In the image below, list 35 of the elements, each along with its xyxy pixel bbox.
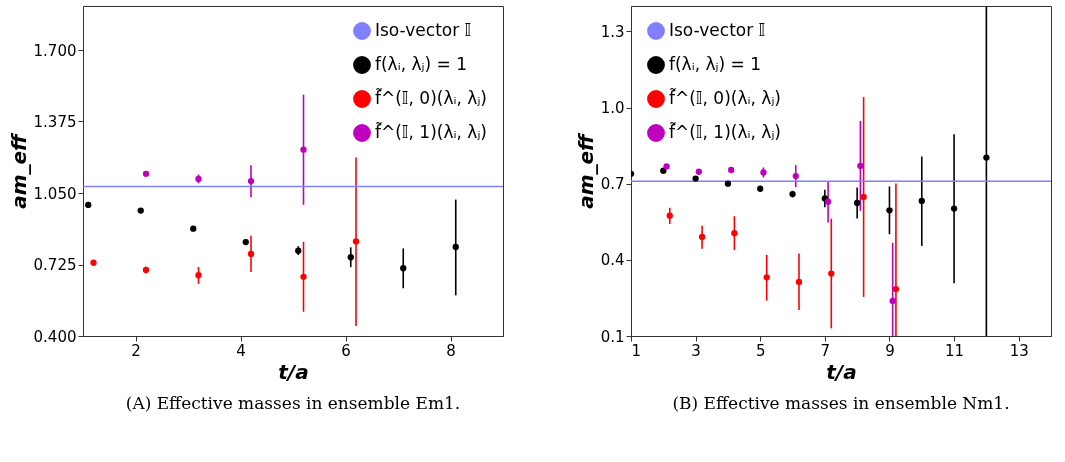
y-tick-label: 0.7 — [600, 175, 625, 194]
x-axis-title: t/a — [278, 359, 309, 384]
x-axis-title: t/a — [826, 359, 857, 384]
legend-label: Iso-vector 𝕀 — [669, 20, 766, 40]
x-tick-label: 6 — [341, 341, 351, 360]
x-tick-label: 1 — [631, 341, 642, 360]
y-tick-label: 1.3 — [600, 22, 625, 41]
x-tick-label: 7 — [820, 341, 831, 360]
legend-label: f(λᵢ, λⱼ) = 1 — [669, 54, 762, 74]
y-tick-label: 0.1 — [600, 327, 625, 346]
y-axis-title: am_eff — [6, 131, 31, 209]
x-tick-label: 9 — [885, 341, 895, 360]
text: (A) Effective masses in ensemble Em1. — [125, 393, 461, 413]
x-tick-label: 8 — [446, 341, 456, 360]
legend-label: f(λᵢ, λⱼ) = 1 — [375, 54, 468, 74]
legend-label: f̃^(𝕀, 1)(λᵢ, λⱼ) — [669, 121, 781, 142]
y-tick-label: 1.375 — [33, 113, 77, 131]
y-tick-label: 0.400 — [33, 327, 77, 346]
x-tick-label: 11 — [945, 341, 965, 360]
text: (B) Effective masses in ensemble Nm1. — [672, 393, 1010, 413]
x-tick-label: 5 — [755, 341, 766, 360]
legend-label: Iso-vector 𝕀 — [375, 20, 472, 40]
x-tick-label: 2 — [131, 341, 141, 360]
y-tick-label: 1.0 — [600, 99, 625, 118]
x-tick-label: 13 — [1009, 341, 1029, 360]
y-tick-label: 1.050 — [33, 184, 77, 203]
x-tick-label: 3 — [691, 341, 701, 360]
y-tick-label: 0.4 — [600, 251, 625, 270]
legend-label: f̃^(𝕀, 1)(λᵢ, λⱼ) — [375, 121, 487, 142]
legend-label: f̃^(𝕀, 0)(λᵢ, λⱼ) — [375, 87, 487, 108]
legend-label: f̃^(𝕀, 0)(λᵢ, λⱼ) — [669, 87, 781, 108]
y-tick-label: 0.725 — [33, 256, 77, 274]
y-tick-label: 1.700 — [33, 41, 77, 60]
x-tick-label: 4 — [236, 341, 246, 360]
y-axis-title: am_eff — [573, 131, 598, 209]
